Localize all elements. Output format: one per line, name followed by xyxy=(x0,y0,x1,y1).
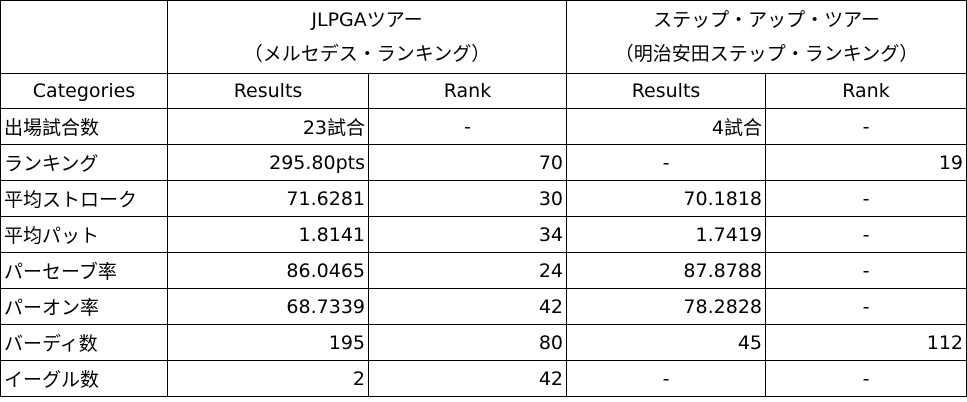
jlpga-results-cell: 23試合 xyxy=(167,108,369,145)
table-row: パーセーブ率 86.0465 24 87.8788 - xyxy=(0,252,967,289)
stepup-results-cell: - xyxy=(566,144,766,181)
jlpga-results-cell: 86.0465 xyxy=(167,252,369,289)
table-row: バーディ数 195 80 45 112 xyxy=(0,324,967,361)
category-cell: パーセーブ率 xyxy=(0,252,168,289)
table-row: 平均ストローク 71.6281 30 70.1818 - xyxy=(0,180,967,217)
jlpga-results-cell: 71.6281 xyxy=(167,180,369,217)
stepup-rank-cell: - xyxy=(765,180,967,217)
stepup-rank-cell: - xyxy=(765,252,967,289)
stepup-results-cell: 1.7419 xyxy=(566,216,766,253)
stepup-results-cell: 45 xyxy=(566,324,766,361)
jlpga-tour-header: JLPGAツアー （メルセデス・ランキング） xyxy=(167,0,567,74)
stepup-tour-name: ステップ・アップ・ツアー xyxy=(653,9,880,31)
stepup-results-cell: - xyxy=(566,360,766,397)
jlpga-tour-name: JLPGAツアー xyxy=(311,9,423,31)
jlpga-rank-cell: 30 xyxy=(368,180,567,217)
table-row: イーグル数 2 42 - - xyxy=(0,360,967,397)
table-row: 平均パット 1.8141 34 1.7419 - xyxy=(0,216,967,253)
stepup-results-cell: 87.8788 xyxy=(566,252,766,289)
category-cell: 平均ストローク xyxy=(0,180,168,217)
table-row: 出場試合数 23試合 - 4試合 - xyxy=(0,108,967,145)
jlpga-results-cell: 2 xyxy=(167,360,369,397)
category-cell: 出場試合数 xyxy=(0,108,168,145)
jlpga-rank-cell: 42 xyxy=(368,288,567,325)
tour-header-row: JLPGAツアー （メルセデス・ランキング） ステップ・アップ・ツアー （明治安… xyxy=(0,0,967,74)
stepup-tour-header: ステップ・アップ・ツアー （明治安田ステップ・ランキング） xyxy=(566,0,967,74)
table-row: パーオン率 68.7339 42 78.2828 - xyxy=(0,288,967,325)
jlpga-rank-cell: 70 xyxy=(368,144,567,181)
jlpga-rank-cell: - xyxy=(368,108,567,145)
stepup-rank-cell: - xyxy=(765,216,967,253)
category-cell: ランキング xyxy=(0,144,168,181)
jlpga-rank-header: Rank xyxy=(368,73,567,109)
jlpga-rank-cell: 42 xyxy=(368,360,567,397)
jlpga-results-cell: 295.80pts xyxy=(167,144,369,181)
column-header-row: Categories Results Rank Results Rank xyxy=(0,73,967,109)
stepup-results-header: Results xyxy=(566,73,766,109)
stepup-rank-cell: 112 xyxy=(765,324,967,361)
stepup-rank-cell: - xyxy=(765,360,967,397)
jlpga-rank-cell: 80 xyxy=(368,324,567,361)
jlpga-results-cell: 1.8141 xyxy=(167,216,369,253)
table-row: ランキング 295.80pts 70 - 19 xyxy=(0,144,967,181)
stepup-ranking-name: （明治安田ステップ・ランキング） xyxy=(614,43,919,65)
jlpga-rank-cell: 34 xyxy=(368,216,567,253)
jlpga-ranking-name: （メルセデス・ランキング） xyxy=(243,43,491,65)
stepup-rank-cell: 19 xyxy=(765,144,967,181)
stepup-results-cell: 4試合 xyxy=(566,108,766,145)
category-cell: パーオン率 xyxy=(0,288,168,325)
jlpga-results-cell: 68.7339 xyxy=(167,288,369,325)
jlpga-rank-cell: 24 xyxy=(368,252,567,289)
stepup-results-cell: 70.1818 xyxy=(566,180,766,217)
stepup-rank-cell: - xyxy=(765,288,967,325)
category-cell: バーディ数 xyxy=(0,324,168,361)
jlpga-results-header: Results xyxy=(167,73,369,109)
stepup-rank-header: Rank xyxy=(765,73,967,109)
categories-header: Categories xyxy=(0,73,168,109)
category-cell: イーグル数 xyxy=(0,360,168,397)
stepup-results-cell: 78.2828 xyxy=(566,288,766,325)
stepup-rank-cell: - xyxy=(765,108,967,145)
corner-cell xyxy=(0,0,168,74)
category-cell: 平均パット xyxy=(0,216,168,253)
jlpga-results-cell: 195 xyxy=(167,324,369,361)
